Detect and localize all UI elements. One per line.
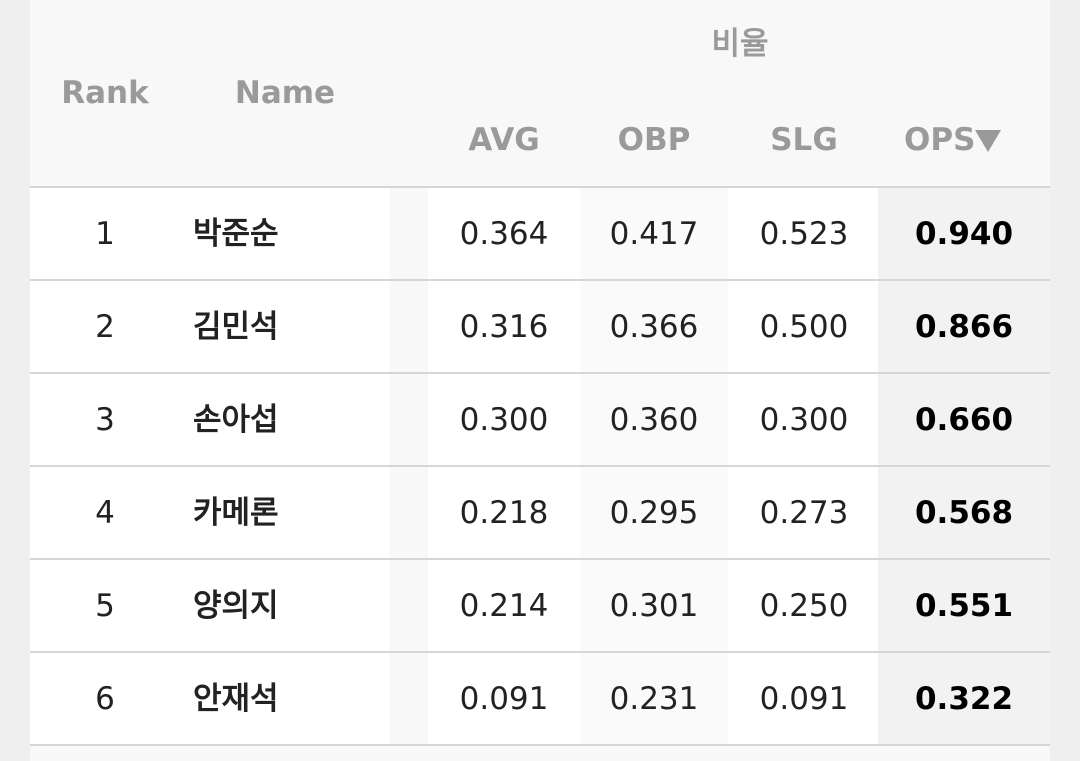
stat-cell: 0.231 [609,681,699,717]
cell-background [728,467,878,558]
group-header: 비율 [711,26,769,62]
row-divider [30,558,1050,560]
row-background [30,188,390,279]
stat-cell: 0.091 [459,681,549,717]
cell-background [728,281,878,372]
cell-background [580,188,728,279]
cell-background [428,560,580,651]
cell-background [728,560,878,651]
cell-background [878,653,1050,744]
column-header: OBP [617,122,691,158]
stat-cell: 0.295 [609,495,699,531]
column-header-text: OPS [904,122,976,158]
cell-background [728,653,878,744]
row-spacer [390,653,428,744]
stat-cell: 0.316 [459,309,549,345]
row-background [30,560,390,651]
cell-background [878,374,1050,465]
row-spacer [390,188,428,279]
rank-cell: 6 [95,681,115,717]
cell-background [428,281,580,372]
name-header: Name [234,75,336,111]
stat-cell: 0.366 [609,309,699,345]
rank-cell: 5 [95,588,115,624]
cell-background [878,188,1050,279]
cell-background [428,467,580,558]
column-header[interactable]: OPS [904,120,1044,160]
cell-background [580,467,728,558]
cell-background [878,560,1050,651]
rank-cell: 1 [95,216,115,252]
stats-table: Rank Name 비율 AVG OBP SLG OPS 1 박준순 0.364 0.417 0… [30,0,1050,761]
stat-cell: 0.273 [759,495,849,531]
ops-cell: 0.322 [914,681,1014,717]
row-spacer [390,467,428,558]
stat-cell: 0.218 [459,495,549,531]
sort-arrow [975,130,1002,152]
header-divider [30,186,1050,188]
name-cell: 박준순 [193,216,279,252]
name-cell: 김민석 [193,309,279,345]
cell-background [878,467,1050,558]
cell-background [580,374,728,465]
rank-cell: 3 [95,402,115,438]
ops-cell: 0.940 [914,216,1014,252]
stat-cell: 0.214 [459,588,549,624]
stat-cell: 0.091 [759,681,849,717]
cell-background [728,188,878,279]
name-cell: 안재석 [193,681,279,717]
ops-cell: 0.551 [914,588,1014,624]
name-cell: 양의지 [193,588,279,624]
column-header: AVG [468,122,540,158]
row-divider [30,279,1050,281]
cell-background [428,653,580,744]
stat-cell: 0.300 [759,402,849,438]
cell-background [878,281,1050,372]
row-divider [30,465,1050,467]
row-background [30,653,390,744]
row-divider [30,744,1050,746]
name-cell: 카메론 [193,495,279,531]
cell-background [580,653,728,744]
name-cell: 손아섭 [193,402,279,438]
stat-cell: 0.417 [609,216,699,252]
cell-background [580,560,728,651]
ops-cell: 0.568 [914,495,1014,531]
row-spacer [390,560,428,651]
rank-cell: 2 [95,309,115,345]
row-divider [30,372,1050,374]
column-header: SLG [770,122,838,158]
cell-background [728,374,878,465]
stat-cell: 0.500 [759,309,849,345]
stat-cell: 0.360 [609,402,699,438]
stat-cell: 0.300 [459,402,549,438]
row-background [30,467,390,558]
stat-cell: 0.364 [459,216,549,252]
cell-background [428,374,580,465]
row-spacer [390,281,428,372]
rank-cell: 4 [95,495,115,531]
cell-background [580,281,728,372]
rank-header: Rank [61,75,149,111]
stat-cell: 0.250 [759,588,849,624]
row-background [30,374,390,465]
row-background [30,281,390,372]
stat-cell: 0.301 [609,588,699,624]
stat-cell: 0.523 [759,216,849,252]
ops-cell: 0.866 [914,309,1014,345]
row-spacer [390,374,428,465]
ops-cell: 0.660 [914,402,1014,438]
row-divider [30,651,1050,653]
cell-background [428,188,580,279]
sort-icon [975,130,1002,152]
